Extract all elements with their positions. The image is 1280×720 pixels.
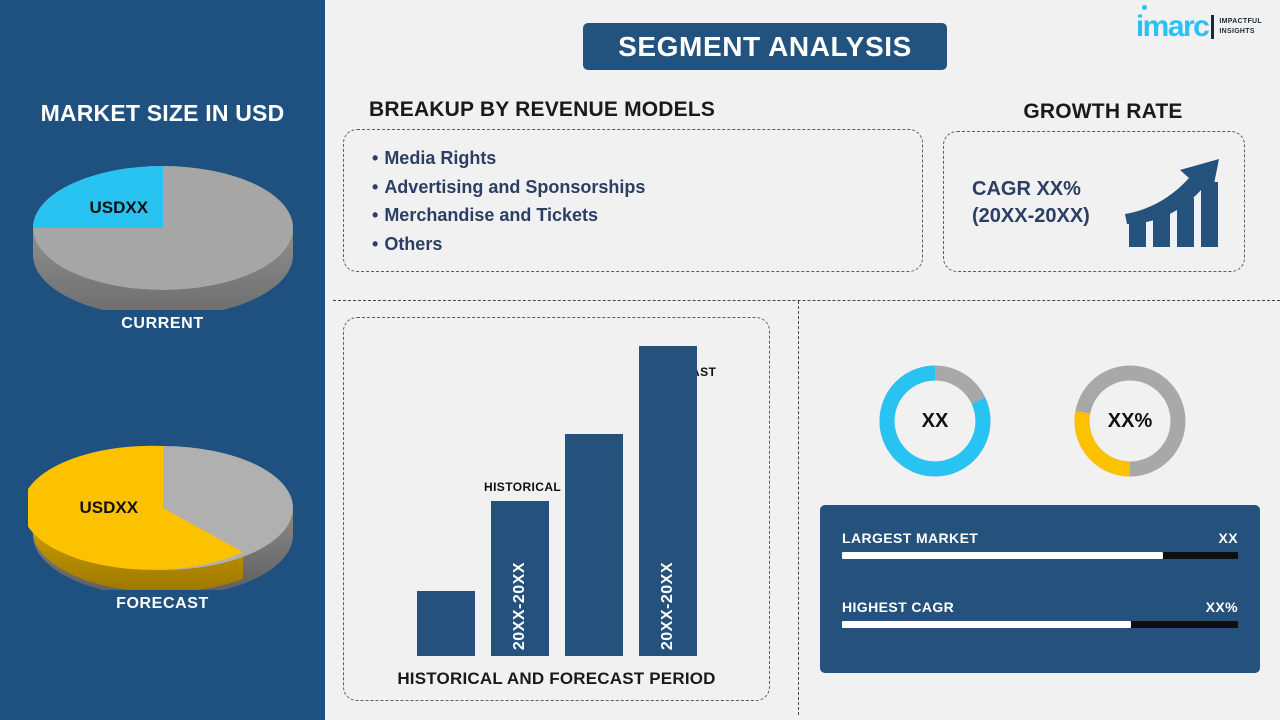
growth-arrow-bars-icon <box>1125 159 1219 247</box>
horizontal-divider <box>333 300 1280 301</box>
bar-chart-card <box>343 317 770 701</box>
market-size-title: MARKET SIZE IN USD <box>40 100 285 126</box>
donut-chart-1: XX <box>875 361 995 481</box>
stat-largest-market: LARGEST MARKET XX <box>842 530 1238 559</box>
bar-chart-caption: HISTORICAL AND FORECAST PERIOD <box>397 669 716 688</box>
donut-2-value: XX% <box>1107 409 1153 432</box>
logo-divider <box>1211 15 1215 39</box>
bar-1: 20XX-20XX <box>491 501 549 656</box>
forecast-pie-block: USDXX FORECAST <box>0 440 325 613</box>
bar-1-label: 20XX-20XX <box>511 561 528 650</box>
bar-0 <box>417 591 475 656</box>
donut-1-value: XX <box>921 409 949 432</box>
donut-2-svg <box>1074 365 1186 477</box>
breakup-list: • Media Rights • Advertising and Sponsorsh… <box>344 130 922 258</box>
stat-value: XX% <box>1205 599 1238 615</box>
stat-value: XX <box>1218 530 1238 546</box>
stat-progress-track <box>842 621 1238 628</box>
stat-label: LARGEST MARKET <box>842 530 979 546</box>
stat-progress-fill <box>842 552 1163 559</box>
bar-2 <box>565 434 623 656</box>
stat-progress-fill <box>842 621 1132 628</box>
forecast-pie-caption: FORECAST <box>116 595 209 612</box>
logo-tagline: IMPACTFUL INSIGHTS <box>1219 17 1262 37</box>
list-item: • Others <box>372 230 922 259</box>
logo-wordmark: imarc <box>1135 10 1210 43</box>
growth-card: CAGR XX% (20XX-20XX) <box>943 131 1245 272</box>
breakup-card: • Media Rights • Advertising and Sponsorsh… <box>343 129 923 272</box>
donut-chart-2: XX% <box>1070 361 1190 481</box>
list-item-label: Merchandise and Tickets <box>384 205 599 225</box>
stat-header: HIGHEST CAGR XX% <box>842 599 1238 615</box>
imarc-logo: imarc IMPACTFUL INSIGHTS <box>1135 5 1262 43</box>
logo-tagline-line2: INSIGHTS <box>1219 28 1255 35</box>
current-pie-caption: CURRENT <box>121 315 204 332</box>
main-content: SEGMENT ANALYSIS imarc IMPACTFUL INSIGHT… <box>325 0 1280 720</box>
logo-tagline-line1: IMPACTFUL <box>1219 17 1262 25</box>
market-size-panel: MARKET SIZE IN USD <box>0 0 325 720</box>
list-item: • Merchandise and Tickets <box>372 201 922 230</box>
stat-highest-cagr: HIGHEST CAGR XX% <box>842 599 1238 628</box>
bullet-icon: • <box>372 148 379 168</box>
list-item-label: Advertising and Sponsorships <box>384 176 646 197</box>
logo-dot-icon <box>1141 5 1147 10</box>
cagr-line-2: (20XX-20XX) <box>972 205 1090 227</box>
historical-forecast-bar-chart: HISTORICAL 20XX-20XX FORECAST 20XX-20XX … <box>343 317 770 701</box>
current-pie-svg <box>32 166 293 310</box>
vertical-divider <box>798 301 799 715</box>
list-item: • Advertising and Sponsorships <box>372 173 922 202</box>
forecast-pie-svg <box>27 445 293 590</box>
breakup-section-title: BREAKUP BY REVENUE MODELS <box>369 98 716 121</box>
bar-annotation-historical: HISTORICAL <box>484 480 562 494</box>
stat-header: LARGEST MARKET XX <box>842 530 1238 546</box>
list-item-label: Media Rights <box>384 148 497 168</box>
current-pie-chart: USDXX <box>28 160 298 310</box>
list-item-label: Others <box>384 233 443 254</box>
cagr-line-1: CAGR XX% <box>972 178 1081 200</box>
bullet-icon: • <box>372 176 379 197</box>
current-pie-block: USDXX CURRENT <box>0 160 325 333</box>
page-title: SEGMENT ANALYSIS <box>618 30 912 62</box>
market-stats-panel: LARGEST MARKET XX HIGHEST CAGR XX% <box>820 505 1260 673</box>
list-item: • Media Rights <box>372 144 922 173</box>
stat-label: HIGHEST CAGR <box>842 599 955 615</box>
bar-3-label: 20XX-20XX <box>659 561 676 650</box>
donut-1-svg <box>879 365 991 477</box>
bar-3: 20XX-20XX <box>639 346 697 656</box>
segment-analysis-header: SEGMENT ANALYSIS <box>583 23 947 70</box>
cagr-text: CAGR XX% (20XX-20XX) <box>972 176 1090 230</box>
bullet-icon: • <box>372 205 379 225</box>
stat-progress-track <box>842 552 1238 559</box>
bullet-icon: • <box>372 233 379 254</box>
growth-section-title: GROWTH RATE <box>1023 100 1183 123</box>
forecast-pie-chart: USDXX <box>27 440 298 590</box>
